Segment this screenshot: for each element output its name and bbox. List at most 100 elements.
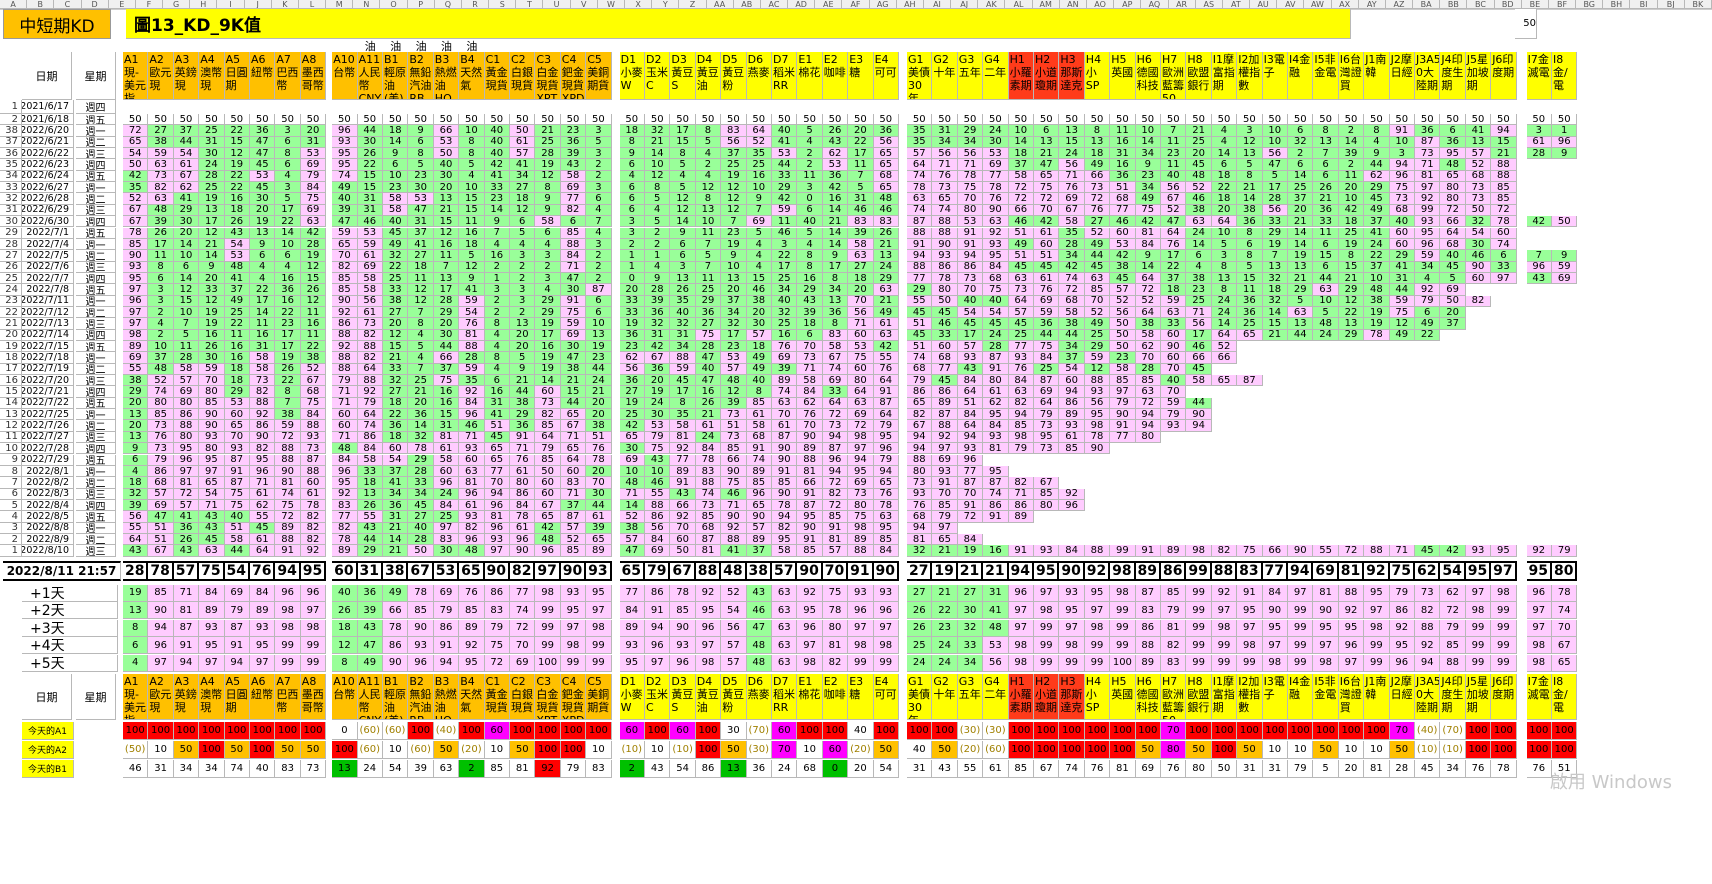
value-cell[interactable]: 91 bbox=[1135, 545, 1161, 557]
value-cell[interactable]: 2 bbox=[148, 329, 174, 341]
value-cell[interactable]: 26 bbox=[357, 148, 383, 160]
value-cell[interactable]: 1 bbox=[619, 261, 645, 273]
value-cell[interactable]: 60 bbox=[535, 477, 561, 489]
row-weekday[interactable]: 週三 bbox=[76, 204, 116, 217]
value-cell[interactable]: 19 bbox=[199, 318, 225, 330]
value-cell[interactable]: 11 bbox=[1110, 125, 1136, 137]
value-cell[interactable]: 42 bbox=[535, 522, 561, 534]
column-header[interactable]: J4印度生期 bbox=[1440, 674, 1466, 721]
value-cell[interactable]: 5 bbox=[670, 159, 696, 171]
value-cell[interactable]: 38 bbox=[560, 363, 587, 376]
footer-value-cell[interactable]: 92 bbox=[535, 760, 561, 779]
forecast-value-cell[interactable]: 95 bbox=[1338, 619, 1365, 637]
value-cell[interactable]: 24 bbox=[1211, 306, 1238, 319]
row-date[interactable]: 2022/6/22 bbox=[22, 148, 74, 160]
value-cell[interactable]: 71 bbox=[560, 431, 587, 444]
value-cell[interactable]: 6 bbox=[1415, 306, 1441, 319]
value-cell[interactable]: 8 bbox=[822, 318, 849, 330]
forecast-value-cell[interactable]: 78 bbox=[822, 602, 849, 620]
value-cell[interactable]: 96 bbox=[459, 533, 485, 546]
forecast-value-cell[interactable]: 73 bbox=[1415, 584, 1441, 602]
value-cell[interactable]: 58 bbox=[560, 170, 587, 183]
value-cell[interactable]: 96 bbox=[459, 409, 485, 421]
forecast-value-cell[interactable]: 62 bbox=[1440, 584, 1466, 602]
value-cell[interactable]: 88 bbox=[907, 227, 933, 239]
value-cell[interactable]: 96 bbox=[1059, 499, 1085, 512]
value-cell[interactable]: 4 bbox=[535, 284, 561, 296]
value-cell[interactable]: 56 bbox=[1262, 204, 1288, 217]
value-cell[interactable]: 4 bbox=[586, 204, 612, 217]
value-cell[interactable]: 75 bbox=[300, 193, 327, 205]
value-cell[interactable]: 47 bbox=[1034, 159, 1060, 171]
value-cell[interactable]: 79 bbox=[1161, 409, 1187, 421]
value-cell[interactable]: 71 bbox=[332, 386, 358, 398]
column-header[interactable]: A10 台幣 bbox=[332, 52, 358, 100]
value-cell[interactable]: 24 bbox=[983, 329, 1009, 341]
value-cell[interactable]: 31 bbox=[199, 136, 225, 149]
forecast-value-cell[interactable]: 82 bbox=[1415, 602, 1441, 620]
value-cell[interactable]: 43 bbox=[645, 454, 671, 466]
current-value-cell[interactable]: 65 bbox=[619, 560, 645, 581]
value-cell[interactable]: 46 bbox=[721, 488, 747, 500]
value-cell[interactable]: 94 bbox=[907, 250, 933, 262]
current-value-cell[interactable]: 94 bbox=[1288, 560, 1314, 581]
value-cell[interactable]: 31 bbox=[932, 125, 958, 137]
value-cell[interactable]: 44 bbox=[1288, 329, 1314, 341]
value-cell[interactable]: 20 bbox=[1288, 204, 1314, 217]
value-cell[interactable]: 91 bbox=[1008, 545, 1034, 557]
sheet-title-main[interactable]: 圖13_KD_9K值 bbox=[126, 9, 1351, 39]
value-cell[interactable]: 72 bbox=[1135, 397, 1161, 410]
forecast-value-cell[interactable]: 95 bbox=[695, 602, 722, 620]
column-header[interactable]: A6 紐幣 bbox=[250, 674, 276, 721]
value-cell[interactable]: 24 bbox=[586, 375, 612, 387]
value-cell[interactable]: 46 bbox=[932, 318, 958, 330]
value-cell[interactable]: 80 bbox=[848, 499, 874, 512]
value-cell[interactable]: 5 bbox=[695, 136, 722, 149]
value-cell[interactable]: 30 bbox=[433, 545, 460, 557]
value-cell[interactable]: 48 bbox=[148, 204, 174, 217]
value-cell[interactable]: 69 bbox=[560, 329, 587, 341]
value-cell[interactable]: 63 bbox=[1008, 272, 1034, 285]
footer-value-cell[interactable]: 10 bbox=[148, 741, 174, 760]
value-cell[interactable]: 70 bbox=[670, 522, 696, 534]
value-cell[interactable]: 84 bbox=[983, 261, 1009, 273]
forecast-value-cell[interactable]: 99 bbox=[275, 637, 301, 655]
value-cell[interactable]: 22 bbox=[300, 341, 327, 353]
value-cell[interactable]: 88 bbox=[332, 363, 358, 376]
value-cell[interactable]: 24 bbox=[695, 431, 722, 444]
value-cell[interactable]: 79 bbox=[1415, 295, 1441, 307]
value-cell[interactable]: 13 bbox=[433, 272, 460, 285]
value-cell[interactable]: 36 bbox=[1110, 170, 1136, 183]
value-cell[interactable]: 45 bbox=[932, 306, 958, 319]
value-cell[interactable]: 80 bbox=[1034, 499, 1060, 512]
value-cell[interactable]: 18 bbox=[1008, 148, 1034, 160]
value-cell[interactable]: 75 bbox=[721, 477, 747, 489]
value-cell[interactable]: 53 bbox=[645, 420, 671, 432]
row-date[interactable]: 2022/7/12 bbox=[22, 306, 74, 319]
value-cell[interactable]: 50 bbox=[746, 114, 772, 126]
value-cell[interactable]: 86 bbox=[932, 386, 958, 398]
value-cell[interactable]: 27 bbox=[695, 318, 722, 330]
column-header[interactable]: E3糖 bbox=[848, 674, 874, 721]
value-cell[interactable]: 40 bbox=[746, 375, 772, 387]
value-cell[interactable]: 25 bbox=[721, 159, 747, 171]
forecast-value-cell[interactable]: 33 bbox=[957, 637, 984, 655]
current-value-cell[interactable]: 88 bbox=[1211, 560, 1238, 581]
value-cell[interactable]: 21 bbox=[1288, 216, 1314, 228]
value-cell[interactable]: 33 bbox=[619, 295, 645, 307]
value-cell[interactable]: 3 bbox=[586, 238, 612, 251]
value-cell[interactable]: 5 bbox=[173, 329, 200, 341]
value-cell[interactable]: 44 bbox=[510, 386, 536, 398]
forecast-value-cell[interactable]: 98 bbox=[873, 637, 899, 655]
footer-value-cell[interactable]: 50 bbox=[173, 741, 200, 760]
footer-value-cell[interactable]: (60) bbox=[983, 741, 1009, 760]
value-cell[interactable]: 7 bbox=[721, 216, 747, 228]
value-cell[interactable]: 15 bbox=[173, 295, 200, 307]
forecast-value-cell[interactable]: 6 bbox=[123, 637, 149, 655]
value-cell[interactable]: 24 bbox=[873, 261, 899, 273]
value-cell[interactable]: 2 bbox=[586, 170, 612, 183]
value-cell[interactable]: 58 bbox=[1186, 375, 1212, 387]
current-value-cell[interactable]: 98 bbox=[1110, 560, 1136, 581]
forecast-value-cell[interactable]: 97 bbox=[797, 637, 823, 655]
column-header[interactable]: I3電子 bbox=[1262, 52, 1288, 100]
